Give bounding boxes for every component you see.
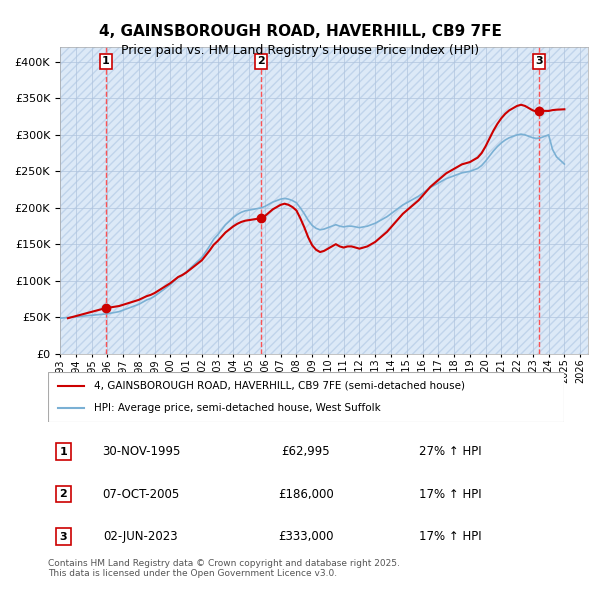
Text: 30-NOV-1995: 30-NOV-1995 — [101, 445, 180, 458]
Text: 3: 3 — [59, 532, 67, 542]
Text: Price paid vs. HM Land Registry's House Price Index (HPI): Price paid vs. HM Land Registry's House … — [121, 44, 479, 57]
Text: 4, GAINSBOROUGH ROAD, HAVERHILL, CB9 7FE (semi-detached house): 4, GAINSBOROUGH ROAD, HAVERHILL, CB9 7FE… — [94, 381, 466, 391]
Text: Contains HM Land Registry data © Crown copyright and database right 2025.
This d: Contains HM Land Registry data © Crown c… — [48, 559, 400, 578]
Text: 02-JUN-2023: 02-JUN-2023 — [104, 530, 178, 543]
Text: 07-OCT-2005: 07-OCT-2005 — [102, 487, 179, 501]
Text: 2: 2 — [257, 57, 265, 67]
Text: 4, GAINSBOROUGH ROAD, HAVERHILL, CB9 7FE: 4, GAINSBOROUGH ROAD, HAVERHILL, CB9 7FE — [98, 24, 502, 38]
Text: 17% ↑ HPI: 17% ↑ HPI — [419, 487, 482, 501]
FancyBboxPatch shape — [48, 372, 564, 422]
Text: £333,000: £333,000 — [278, 530, 334, 543]
Text: 2: 2 — [59, 489, 67, 499]
Text: £186,000: £186,000 — [278, 487, 334, 501]
Text: 17% ↑ HPI: 17% ↑ HPI — [419, 530, 482, 543]
Text: £62,995: £62,995 — [281, 445, 331, 458]
Text: 1: 1 — [102, 57, 110, 67]
Text: 1: 1 — [59, 447, 67, 457]
Text: 3: 3 — [536, 57, 543, 67]
Text: HPI: Average price, semi-detached house, West Suffolk: HPI: Average price, semi-detached house,… — [94, 403, 381, 413]
Text: 27% ↑ HPI: 27% ↑ HPI — [419, 445, 482, 458]
